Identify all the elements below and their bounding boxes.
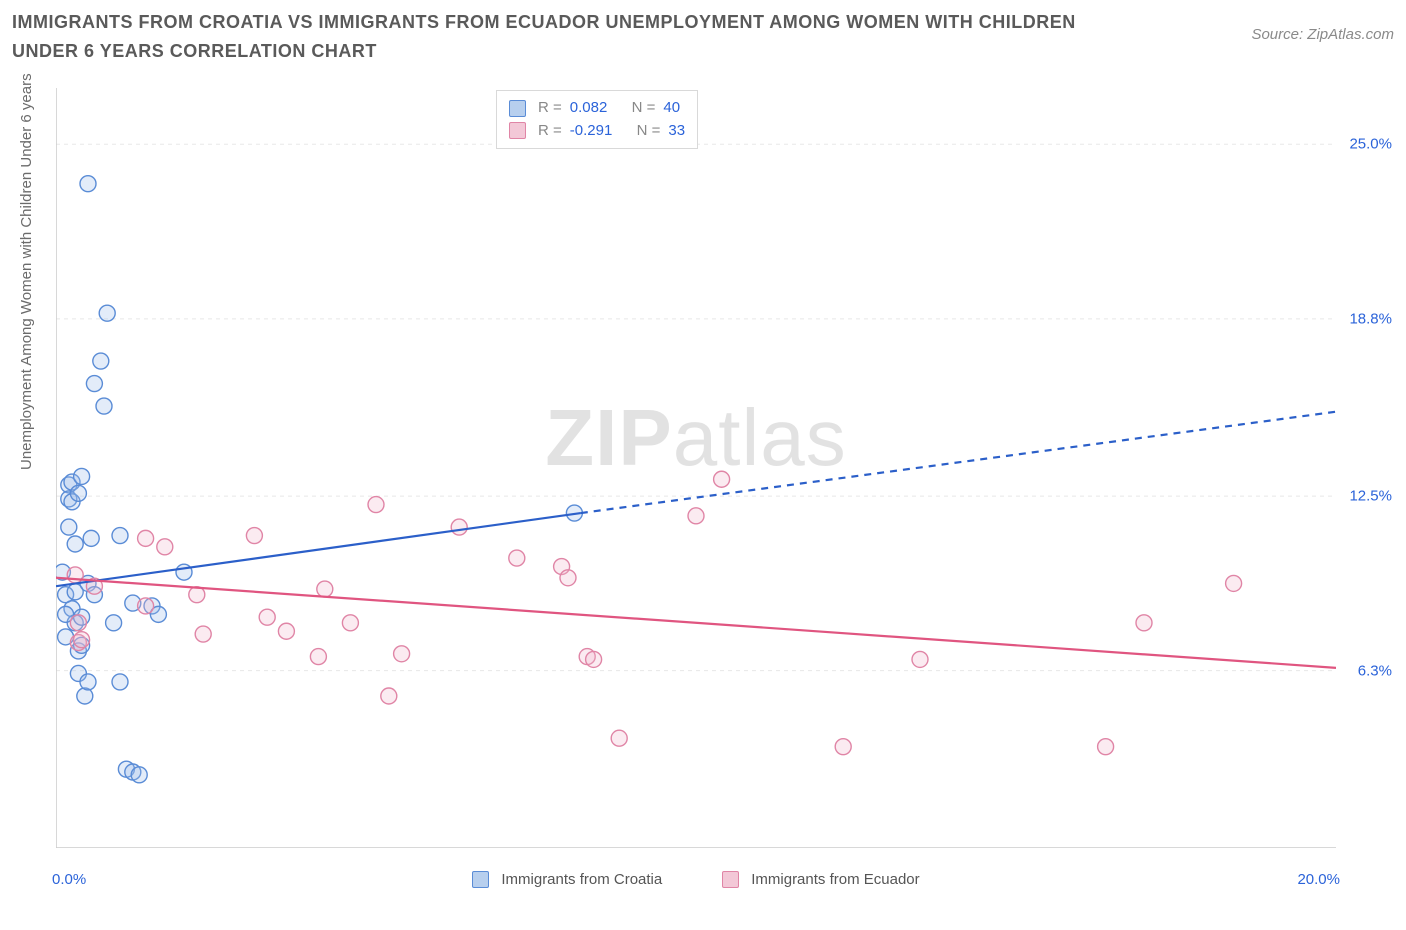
stats-r-label: R =: [538, 97, 562, 120]
legend-item-ecuador: Immigrants from Ecuador: [722, 871, 919, 888]
chart-area: ZIPatlas R = 0.082 N = 40 R = -0.291 N =…: [56, 88, 1336, 848]
swatch-ecuador: [509, 122, 526, 139]
stats-n-value-croatia: 40: [663, 97, 680, 120]
stats-n-label: N =: [637, 120, 661, 143]
source-attribution: Source: ZipAtlas.com: [1251, 26, 1394, 43]
stats-r-value-croatia: 0.082: [570, 97, 608, 120]
stats-legend-box: R = 0.082 N = 40 R = -0.291 N = 33: [496, 90, 698, 149]
chart-container: { "title": "IMMIGRANTS FROM CROATIA VS I…: [0, 0, 1406, 930]
legend-label-ecuador: Immigrants from Ecuador: [751, 871, 919, 888]
stats-r-label: R =: [538, 120, 562, 143]
stats-n-value-ecuador: 33: [668, 120, 685, 143]
y-tick-label: 18.8%: [1349, 310, 1392, 327]
swatch-croatia: [472, 871, 489, 888]
swatch-croatia: [509, 100, 526, 117]
scatter-plot: [56, 88, 1336, 848]
header-row: IMMIGRANTS FROM CROATIA VS IMMIGRANTS FR…: [12, 8, 1394, 66]
legend-item-croatia: Immigrants from Croatia: [472, 871, 662, 888]
stats-row-ecuador: R = -0.291 N = 33: [509, 120, 685, 143]
legend-bottom: Immigrants from Croatia Immigrants from …: [56, 871, 1336, 888]
stats-n-label: N =: [632, 97, 656, 120]
y-tick-label: 6.3%: [1358, 662, 1392, 679]
chart-title: IMMIGRANTS FROM CROATIA VS IMMIGRANTS FR…: [12, 8, 1112, 66]
legend-label-croatia: Immigrants from Croatia: [501, 871, 662, 888]
swatch-ecuador: [722, 871, 739, 888]
y-tick-label: 25.0%: [1349, 136, 1392, 153]
y-tick-label: 12.5%: [1349, 488, 1392, 505]
stats-row-croatia: R = 0.082 N = 40: [509, 97, 685, 120]
stats-r-value-ecuador: -0.291: [570, 120, 613, 143]
y-axis-label: Unemployment Among Women with Children U…: [18, 73, 35, 470]
